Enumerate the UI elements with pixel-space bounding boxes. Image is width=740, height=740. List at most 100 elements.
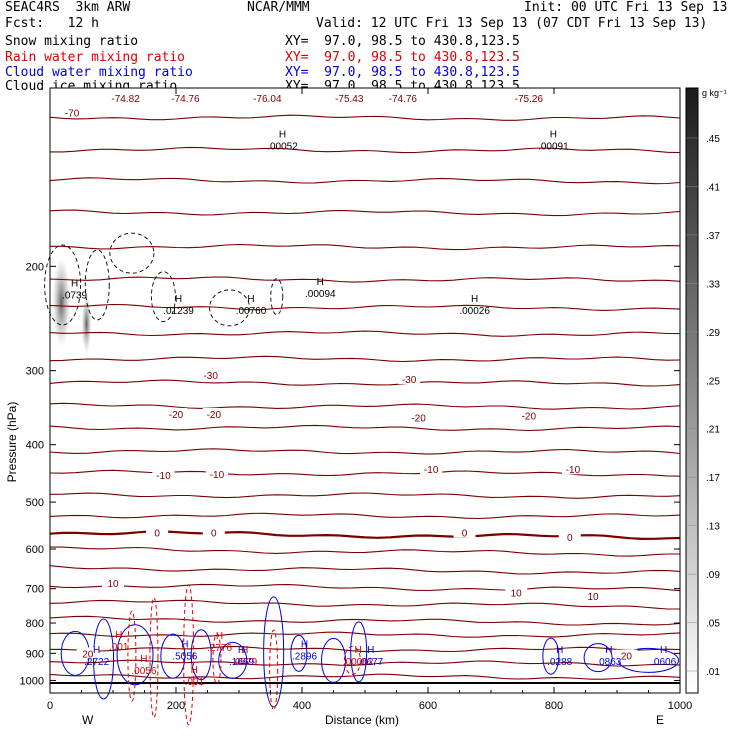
temperature-contour-label: -30: [203, 371, 218, 382]
maximum-value: .01239: [163, 306, 194, 317]
snow-contour: [209, 289, 251, 327]
colorbar-label: .41: [706, 182, 720, 193]
colorbar-label: .13: [706, 522, 720, 533]
maximum-marker: H: [550, 129, 557, 140]
y-tick-label: 1000: [20, 675, 44, 687]
snow-contour: [150, 271, 176, 323]
y-tick-label: 600: [26, 544, 44, 556]
x-axis-label-text: Distance (km): [325, 713, 399, 727]
maximum-marker: H: [247, 294, 254, 305]
temperature-contour-label: 0: [154, 529, 160, 540]
cloud-water-contour: [321, 637, 346, 683]
maximum-value: .00760: [236, 306, 267, 317]
init-time: Init: 00 UTC Fri 13 Sep 13: [524, 0, 728, 15]
maximum-value: .2776: [207, 643, 232, 654]
rain-contour: [269, 629, 279, 711]
temperature-contour-label: -20: [522, 411, 537, 422]
maximum-value: .0579: [232, 657, 257, 668]
snow-shade-blob: [81, 293, 92, 354]
temperature-contour-line: [49, 330, 681, 337]
contour-label-bg: [561, 463, 584, 475]
legend-snow-name: Snow mixing ratio: [5, 34, 139, 49]
x-tick-label: 0: [47, 700, 53, 712]
y-tick-label: 500: [26, 497, 44, 509]
colorbar-unit: g kg⁻¹: [702, 88, 727, 98]
cloud-water-contour: [218, 641, 248, 679]
maximum-marker: H: [216, 631, 223, 642]
temperature-contour-label: -70: [65, 109, 80, 120]
temperature-contour-label: -74.76: [171, 94, 200, 105]
snow-contour: [109, 232, 155, 274]
temperature-contour-line: [49, 303, 681, 311]
temperature-contour-label: -75.26: [515, 94, 544, 105]
y-tick-label: 200: [26, 261, 44, 273]
legend-snow-xy: XY= 97.0, 98.5 to 430.8,123.5: [285, 34, 520, 49]
temperature-contour-label: 10: [587, 592, 599, 603]
temperature-contour-label: -74.76: [389, 94, 418, 105]
contour-label-bg: [505, 586, 528, 598]
contour-label-bg: [338, 92, 361, 104]
contour-label-bg: [174, 92, 197, 104]
contour-label-bg: [407, 411, 430, 423]
legend-rain-name: Rain water mixing ratio: [5, 50, 186, 65]
cloud-water-contour: [190, 629, 212, 681]
temperature-contour-label: -10: [566, 465, 581, 476]
temperature-contour-label: -10: [210, 470, 225, 481]
maximum-value: .0739: [62, 290, 87, 301]
maximum-value: .0288: [547, 657, 572, 668]
contour-label-bg: [517, 92, 540, 104]
maximum-marker: H: [115, 630, 122, 641]
maximum-marker: H: [317, 277, 324, 288]
y-tick-label: 300: [26, 366, 44, 378]
temperature-contour-line: [49, 379, 681, 387]
cloud-water-contour: [290, 634, 308, 672]
maximum-marker: H: [279, 129, 286, 140]
rain-contour: [343, 645, 361, 675]
maximum-marker: H: [241, 645, 248, 656]
colorbar-label: .05: [706, 619, 720, 630]
maximum-marker: H: [471, 294, 478, 305]
snow-contour: [44, 244, 82, 326]
maximum-value: .2896: [292, 651, 317, 662]
plot-area: [50, 88, 680, 693]
x-tick-label: 200: [167, 700, 185, 712]
temperature-contour-label: -75.43: [335, 94, 364, 105]
colorbar-label: .17: [706, 473, 720, 484]
maximum-marker: H: [140, 654, 147, 665]
y-tick-label: 900: [26, 648, 44, 660]
maximum-value: .0056: [131, 666, 156, 677]
colorbar-label: .01: [706, 667, 720, 678]
snow-contour: [84, 249, 110, 321]
cloud-water-contour: [350, 621, 368, 683]
contour-label-bg: [256, 92, 279, 104]
temperature-contour-label: -76.04: [253, 94, 282, 105]
contour-label-bg: [152, 468, 175, 480]
temperature-contour-label: 20: [82, 649, 94, 660]
cloud-water-contour: [93, 618, 115, 700]
colorbar-label: .37: [706, 231, 720, 242]
contour-label-bg: [202, 407, 225, 419]
contour-label-bg: [199, 368, 222, 380]
contour-label-bg: [453, 526, 476, 538]
temperature-contour-line: [49, 659, 681, 667]
colorbar-label: .21: [706, 425, 720, 436]
temperature-contour-label: -20: [411, 414, 426, 425]
contour-label-bg: [76, 647, 99, 659]
x-tick-label: 400: [293, 700, 311, 712]
contour-label-bg: [420, 463, 443, 475]
temperature-contour-line: [49, 646, 681, 653]
temperature-contour-line: [49, 448, 681, 455]
maximum-marker: H: [354, 645, 361, 656]
temperature-contour-label: 10: [107, 579, 119, 590]
maximum-value: .00052: [267, 141, 298, 152]
maximum-value: .2722: [84, 657, 109, 668]
temperature-contour-line: [49, 615, 681, 626]
legend-rain-xy: XY= 97.0, 98.5 to 430.8,123.5: [285, 50, 520, 65]
y-axis-label-text: Pressure (hPa): [5, 402, 19, 483]
maximum-marker: H: [191, 665, 198, 676]
axes: 0 200 400 600 800 100020030040050060070080090…: [20, 88, 692, 712]
colorbar-ramp: [685, 87, 699, 694]
contour-label-bg: [61, 106, 84, 118]
temperature-contour-label: 0: [462, 529, 468, 540]
colorbar: .45 .41 .37 .33 .29 .25 .21 .17 .13 .09 .05 .01: [685, 87, 720, 694]
